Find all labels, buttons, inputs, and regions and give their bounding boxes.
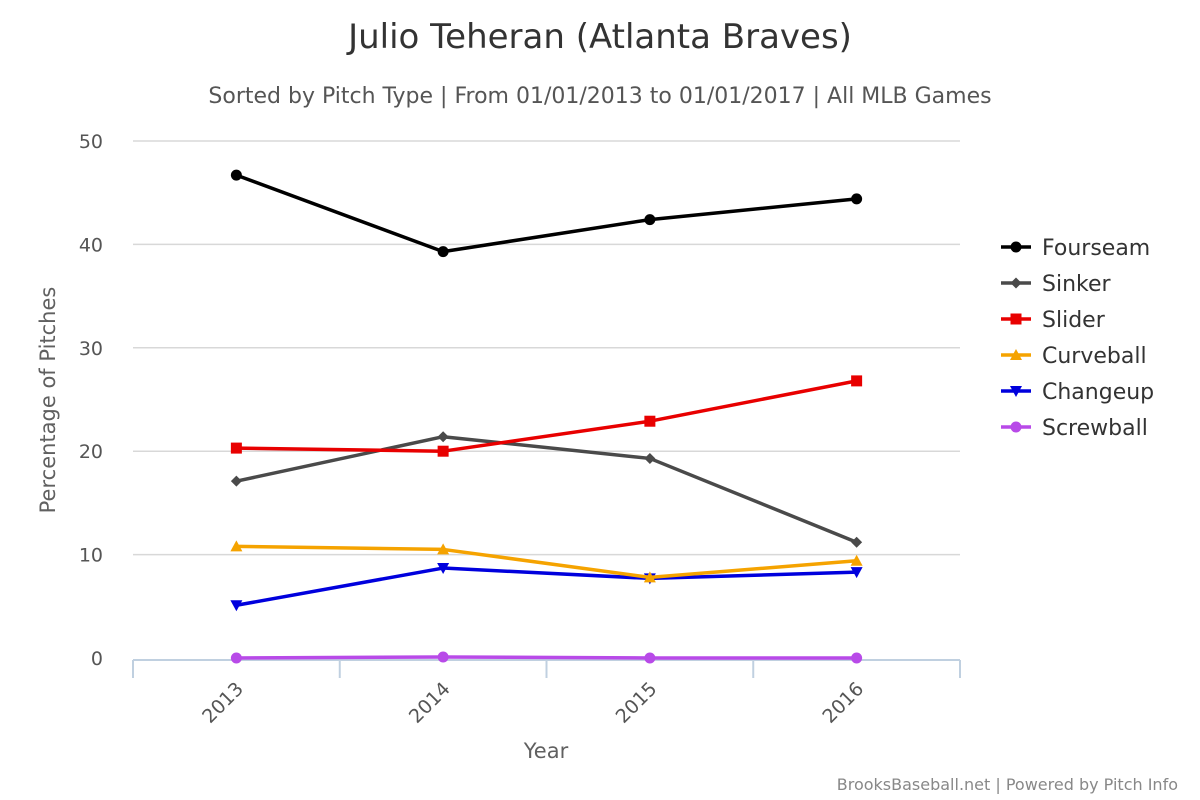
credit-text[interactable]: BrooksBaseball.net | Powered by Pitch In… bbox=[837, 775, 1178, 794]
data-point-sinker bbox=[851, 536, 863, 548]
data-point-sinker bbox=[644, 452, 656, 464]
data-point-screwball bbox=[644, 652, 656, 664]
data-point-screwball bbox=[437, 651, 449, 663]
legend-item-changeup[interactable]: Changeup bbox=[1001, 380, 1154, 405]
data-point-fourseam bbox=[851, 193, 863, 205]
y-axis-title: Percentage of Pitches bbox=[36, 287, 60, 514]
data-point-slider bbox=[437, 445, 449, 457]
chart-subtitle: Sorted by Pitch Type | From 01/01/2013 t… bbox=[208, 84, 991, 109]
series-fourseam bbox=[230, 169, 863, 258]
y-tick-label: 0 bbox=[91, 648, 103, 670]
axes: 2013 2014 2015 2016 bbox=[132, 659, 961, 728]
data-point-curveball bbox=[850, 554, 863, 566]
legend-item-screwball[interactable]: Screwball bbox=[1001, 416, 1148, 441]
data-point-slider bbox=[851, 375, 863, 387]
y-tick-label: 30 bbox=[79, 338, 103, 360]
x-tick-label: 2016 bbox=[818, 678, 868, 728]
legend-label: Sinker bbox=[1042, 272, 1112, 297]
data-point-curveball bbox=[643, 571, 656, 583]
series-line-fourseam bbox=[234, 173, 859, 254]
data-point-fourseam bbox=[437, 246, 449, 258]
data-point-sinker bbox=[230, 475, 242, 487]
series-layer bbox=[230, 169, 863, 664]
legend-item-fourseam[interactable]: Fourseam bbox=[1001, 236, 1150, 261]
legend-marker-screwball bbox=[1010, 421, 1022, 433]
data-point-slider bbox=[644, 415, 656, 427]
x-axis-title: Year bbox=[523, 739, 569, 763]
data-point-screwball bbox=[851, 652, 863, 664]
data-point-changeup bbox=[230, 600, 243, 612]
y-tick-label: 20 bbox=[79, 441, 103, 463]
series-line-slider bbox=[234, 379, 859, 453]
legend-marker-changeup bbox=[1010, 386, 1022, 397]
legend-label: Changeup bbox=[1042, 380, 1154, 405]
y-tick-label: 50 bbox=[79, 131, 103, 153]
data-point-changeup bbox=[850, 567, 863, 579]
data-point-curveball bbox=[230, 540, 243, 552]
legend-label: Screwball bbox=[1042, 416, 1148, 441]
data-point-curveball bbox=[437, 543, 450, 555]
data-point-changeup bbox=[437, 563, 450, 575]
data-point-fourseam bbox=[644, 214, 656, 226]
data-point-sinker bbox=[437, 431, 449, 443]
legend-item-slider[interactable]: Slider bbox=[1001, 308, 1106, 333]
series-changeup bbox=[230, 563, 863, 612]
data-point-fourseam bbox=[230, 169, 242, 181]
legend-marker-sinker bbox=[1010, 277, 1022, 289]
legend-marker-slider bbox=[1010, 313, 1022, 325]
x-tick-label: 2013 bbox=[198, 678, 248, 728]
data-point-slider bbox=[230, 442, 242, 454]
legend: Fourseam Sinker Slider Curveball Changeup Scr… bbox=[1001, 236, 1154, 441]
legend-item-curveball[interactable]: Curveball bbox=[1001, 344, 1147, 369]
series-line-sinker bbox=[234, 434, 859, 544]
x-tick-label: 2014 bbox=[405, 678, 455, 728]
series-line-changeup bbox=[234, 566, 859, 608]
y-tick-label: 40 bbox=[79, 234, 103, 256]
legend-marker-fourseam bbox=[1010, 241, 1022, 253]
series-screwball bbox=[230, 651, 863, 664]
legend-label: Curveball bbox=[1042, 344, 1147, 369]
chart-title: Julio Teheran (Atlanta Braves) bbox=[346, 17, 852, 57]
series-line-curveball bbox=[234, 544, 859, 580]
legend-label: Fourseam bbox=[1042, 236, 1150, 261]
data-point-screwball bbox=[230, 652, 242, 664]
series-sinker bbox=[230, 431, 863, 548]
gridlines: 0 10 20 30 40 50 bbox=[79, 131, 960, 670]
y-tick-label: 10 bbox=[79, 545, 103, 567]
x-tick-label: 2015 bbox=[612, 678, 662, 728]
series-slider bbox=[230, 375, 863, 457]
legend-label: Slider bbox=[1042, 308, 1106, 333]
legend-item-sinker[interactable]: Sinker bbox=[1001, 272, 1112, 297]
series-curveball bbox=[230, 540, 863, 583]
series-line-screwball bbox=[234, 655, 859, 660]
legend-marker-curveball bbox=[1010, 349, 1022, 360]
